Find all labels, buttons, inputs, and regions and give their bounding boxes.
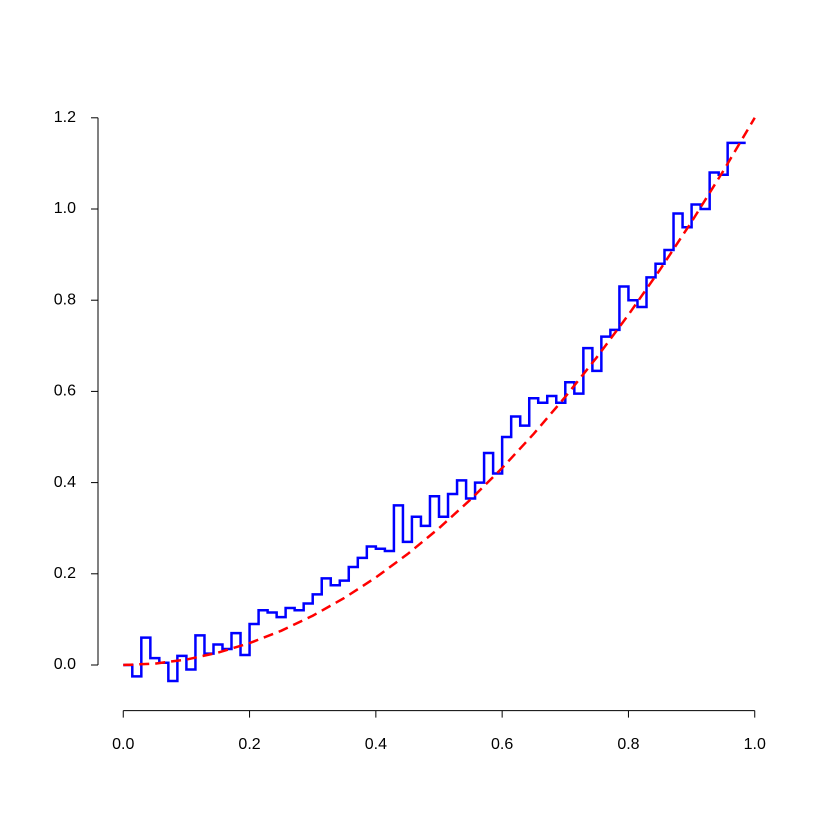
x-tick-label: 0.4 [365,736,387,753]
y-tick-label: 1.2 [54,109,76,126]
y-tick-label: 0.2 [54,565,76,582]
x-tick-label: 0.6 [491,736,513,753]
curve-line [123,117,756,667]
y-tick-label: 0.8 [54,291,76,308]
y-tick-label: 0.0 [54,656,76,673]
step-line [123,141,746,683]
y-tick-label: 1.0 [54,200,76,217]
x-tick-label: 0.8 [617,736,639,753]
x-tick-label: 0.2 [238,736,260,753]
x-tick-label: 1.0 [744,736,766,753]
x-tick-label: 0.0 [112,736,134,753]
y-tick-label: 0.6 [54,383,76,400]
y-tick-label: 0.4 [54,474,76,491]
